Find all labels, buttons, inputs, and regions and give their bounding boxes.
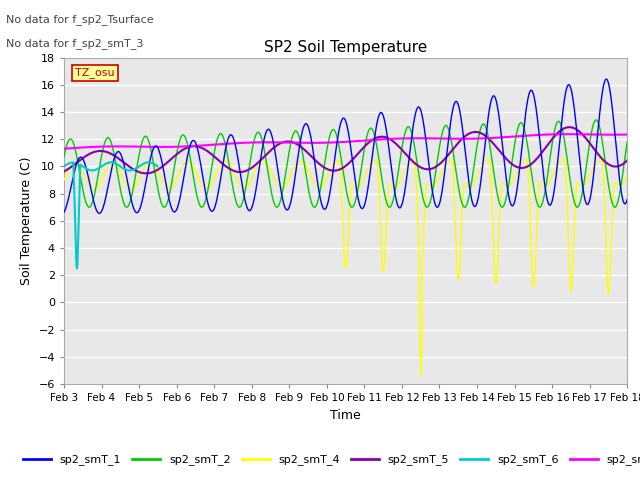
- Y-axis label: Soil Temperature (C): Soil Temperature (C): [20, 156, 33, 285]
- Legend: sp2_smT_1, sp2_smT_2, sp2_smT_4, sp2_smT_5, sp2_smT_6, sp2_smT_7: sp2_smT_1, sp2_smT_2, sp2_smT_4, sp2_smT…: [19, 450, 640, 470]
- Text: No data for f_sp2_smT_3: No data for f_sp2_smT_3: [6, 38, 144, 49]
- Title: SP2 Soil Temperature: SP2 Soil Temperature: [264, 40, 428, 55]
- X-axis label: Time: Time: [330, 408, 361, 421]
- Text: No data for f_sp2_Tsurface: No data for f_sp2_Tsurface: [6, 14, 154, 25]
- Text: TZ_osu: TZ_osu: [76, 67, 115, 78]
